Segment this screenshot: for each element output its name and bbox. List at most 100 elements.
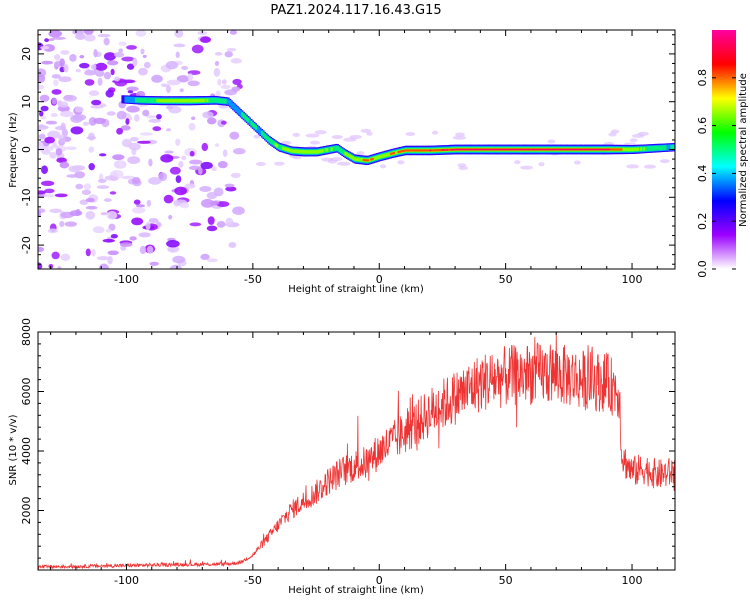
ridge-segment: [223, 98, 226, 104]
ridge-segment: [229, 99, 232, 107]
noise-blob: [69, 210, 83, 217]
noise-blob: [44, 38, 50, 43]
noise-blob: [224, 183, 235, 188]
ridge-segment: [227, 98, 230, 105]
ridge-segment: [574, 148, 578, 151]
ridge-segment: [317, 150, 320, 154]
noise-blob: [56, 157, 67, 163]
ridge-segment: [247, 117, 250, 123]
ridge-segment: [411, 149, 414, 152]
figure-title: PAZ1.2024.117.16.43.G15: [270, 3, 441, 18]
ridge-segment: [556, 148, 559, 151]
ridge-segment: [257, 127, 261, 134]
ridge-segment: [132, 96, 135, 104]
ridge-segment: [295, 149, 298, 153]
noise-blob: [104, 175, 118, 181]
noise-blob: [229, 131, 240, 140]
noise-blob: [452, 135, 467, 140]
noise-blob: [55, 134, 65, 139]
noise-blob: [74, 106, 84, 113]
ridge-segment: [523, 148, 526, 151]
noise-blob: [41, 149, 51, 155]
ridge-segment: [603, 148, 606, 151]
ridge-segment: [253, 123, 256, 129]
noise-blob: [38, 246, 45, 252]
noise-blob: [85, 210, 96, 220]
noise-blob: [191, 116, 196, 120]
noise-blob: [331, 135, 343, 140]
ridge-segment: [300, 149, 303, 154]
ridge-segment: [385, 153, 388, 157]
noise-blob: [134, 114, 140, 122]
ridge-segment: [125, 96, 129, 103]
ridge-segment: [373, 156, 376, 161]
ridge-segment: [573, 148, 576, 151]
ridge-segment: [218, 98, 221, 104]
noise-blob: [139, 132, 154, 136]
ridge-segment: [271, 140, 274, 145]
ridge-segment: [286, 148, 289, 152]
ridge-segment: [474, 148, 477, 151]
ridge-segment: [606, 148, 609, 151]
noise-blob: [51, 89, 62, 95]
noise-blob: [38, 125, 49, 130]
ridge-segment: [544, 148, 547, 151]
noise-blob: [59, 101, 69, 108]
noise-blob: [79, 199, 88, 205]
ridge-segment: [336, 146, 339, 151]
noise-blob: [57, 105, 70, 112]
ridge-segment: [467, 148, 470, 151]
ridge-segment: [212, 97, 215, 103]
spectrogram-x-tick-label: 50: [499, 273, 513, 286]
ridge-segment: [426, 149, 429, 152]
ridge-segment: [547, 148, 550, 151]
noise-blob: [220, 120, 227, 125]
noise-blob: [146, 199, 152, 207]
spectrogram-noise-layer: [38, 30, 670, 269]
noise-blob: [165, 60, 179, 70]
noise-blob: [225, 217, 234, 227]
noise-blob: [253, 134, 261, 139]
ridge-segment: [576, 148, 579, 151]
noise-blob: [98, 153, 107, 157]
ridge-segment: [409, 149, 412, 152]
noise-blob: [321, 157, 334, 162]
noise-blob: [105, 228, 112, 233]
noise-blob: [125, 118, 130, 125]
noise-blob: [108, 223, 116, 231]
ridge-segment: [656, 145, 659, 151]
noise-blob: [50, 113, 59, 118]
ridge-segment: [471, 148, 474, 151]
ridge-segment: [188, 99, 191, 103]
ridge-segment: [402, 149, 405, 153]
noise-blob: [643, 164, 657, 169]
noise-blob: [148, 118, 161, 123]
noise-blob: [230, 172, 241, 179]
ridge-segment: [568, 148, 571, 151]
noise-blob: [200, 161, 213, 170]
ridge-segment: [476, 148, 479, 151]
ridge-segment: [345, 152, 348, 157]
ridge-segment: [248, 118, 251, 125]
noise-blob: [107, 250, 119, 256]
ridge-segment: [242, 113, 245, 119]
ridge-segment: [634, 147, 637, 152]
colorbar-tick-label: 0.2: [696, 212, 709, 230]
noise-blob: [129, 236, 137, 241]
noise-blob: [158, 172, 168, 182]
ridge-segment: [282, 146, 285, 150]
ridge-segment: [147, 97, 150, 103]
ridge-segment: [136, 97, 139, 103]
noise-blob: [103, 37, 110, 46]
ridge-segment: [179, 99, 182, 103]
ridge-segment: [452, 148, 455, 151]
ridge-segment: [262, 132, 265, 138]
noise-blob: [126, 86, 139, 92]
noise-blob: [38, 190, 47, 195]
ridge-segment: [338, 147, 341, 152]
ridge-segment: [632, 147, 635, 152]
noise-blob: [103, 198, 112, 202]
ridge-segment: [638, 146, 641, 152]
ridge-segment: [379, 154, 382, 159]
